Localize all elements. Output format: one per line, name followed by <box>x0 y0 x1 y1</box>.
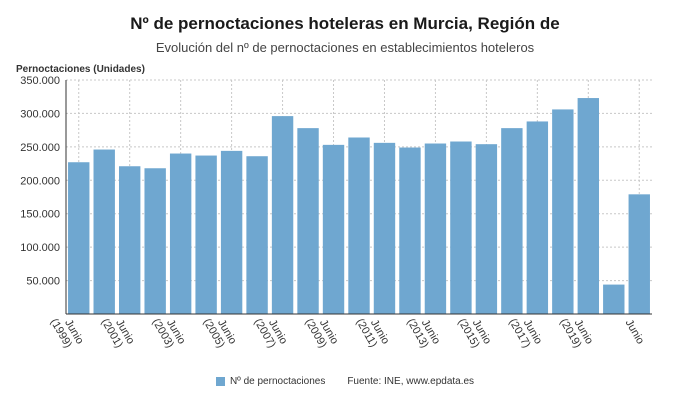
y-tick-label: 350.000 <box>20 75 60 87</box>
y-tick-label: 50.000 <box>26 276 60 288</box>
bar <box>118 166 141 314</box>
bar <box>297 128 319 314</box>
source-text: Fuente: INE, www.epdata.es <box>347 376 475 387</box>
bar <box>220 150 243 314</box>
bar <box>577 98 600 315</box>
bar <box>195 155 217 314</box>
bar <box>399 147 421 314</box>
bar <box>169 153 192 314</box>
y-tick-label: 150.000 <box>20 209 60 221</box>
x-tick-label: Junio(2005) <box>201 311 239 353</box>
legend: Nº de pernoctaciones Fuente: INE, www.ep… <box>0 376 690 387</box>
bar <box>526 121 549 314</box>
x-tick-label: Junio(2019) <box>557 311 595 353</box>
x-tick-label: Junio(2013) <box>404 311 442 353</box>
x-tick-label: Junio(2009) <box>303 311 341 353</box>
bar <box>93 149 115 314</box>
y-tick-label: 300.000 <box>20 108 60 120</box>
bar <box>628 194 650 314</box>
y-tick-label: 100.000 <box>20 242 60 254</box>
x-tick-label: Junio(2003) <box>150 311 188 353</box>
bar <box>424 143 447 314</box>
bar <box>373 142 396 314</box>
x-tick-label: Junio(2007) <box>252 311 290 353</box>
x-tick-label: Junio(2011) <box>353 311 391 353</box>
x-tick-label: Junio <box>623 318 647 347</box>
bar <box>271 116 294 314</box>
bar <box>322 144 345 314</box>
x-tick-label: Junio(2017) <box>506 311 544 353</box>
y-axis-label: Pernoctaciones (Unidades) <box>16 64 145 75</box>
y-tick-label: 200.000 <box>20 175 60 187</box>
legend-series-label: Nº de pernoctaciones <box>229 376 326 387</box>
bar <box>501 128 523 314</box>
y-tick-label: 250.000 <box>20 142 60 154</box>
chart-subtitle: Evolución del nº de pernoctaciones en es… <box>155 40 535 55</box>
bar <box>603 284 625 314</box>
x-tick-label-line1: Junio <box>623 318 647 347</box>
bar <box>68 162 90 314</box>
bar <box>475 144 498 314</box>
bar <box>450 141 472 314</box>
bar <box>348 137 370 314</box>
chart-title: Nº de pernoctaciones hoteleras en Murcia… <box>130 14 560 33</box>
bar <box>144 168 166 314</box>
x-tick-label: Junio(2015) <box>455 311 493 353</box>
legend-swatch <box>215 377 225 386</box>
bar <box>552 109 574 314</box>
bar <box>246 156 268 314</box>
x-tick-label: Junio(1999) <box>48 311 86 353</box>
legend-item: Nº de pernoctaciones <box>215 376 326 387</box>
x-tick-label: Junio(2001) <box>99 311 137 353</box>
